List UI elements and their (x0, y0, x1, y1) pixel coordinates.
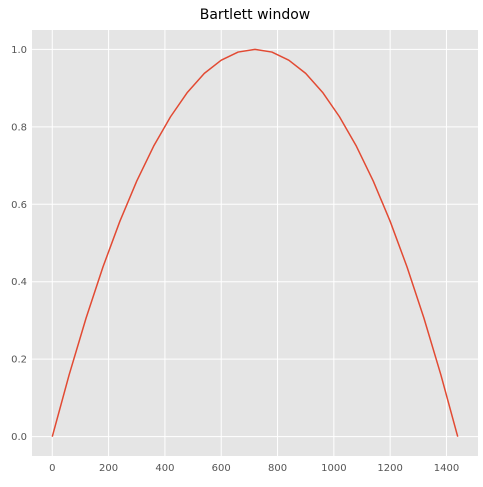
plot-area (32, 30, 478, 456)
y-tick-label: 0.8 (11, 122, 27, 133)
y-tick-label: 1.0 (11, 45, 27, 56)
y-tick-label: 0.4 (11, 277, 27, 288)
x-tick-label: 600 (212, 463, 231, 474)
x-tick-label: 1200 (377, 463, 402, 474)
y-tick-label: 0.0 (11, 432, 27, 443)
x-tick-label: 400 (155, 463, 174, 474)
bartlett-window-line (51, 48, 459, 437)
tick-labels: 0 200 400 600 800 1000 1200 1400 0.0 0.2 0.4 0.6 0.8… (11, 45, 459, 474)
x-tick-label: 800 (268, 463, 287, 474)
series-layer (51, 48, 459, 437)
x-tick-label: 0 (49, 463, 55, 474)
y-tick-label: 0.2 (11, 355, 27, 366)
chart-title: Bartlett window (200, 7, 310, 23)
x-tick-label: 1000 (321, 463, 346, 474)
x-tick-label: 200 (99, 463, 118, 474)
y-tick-label: 0.6 (11, 200, 27, 211)
x-tick-label: 1400 (434, 463, 459, 474)
